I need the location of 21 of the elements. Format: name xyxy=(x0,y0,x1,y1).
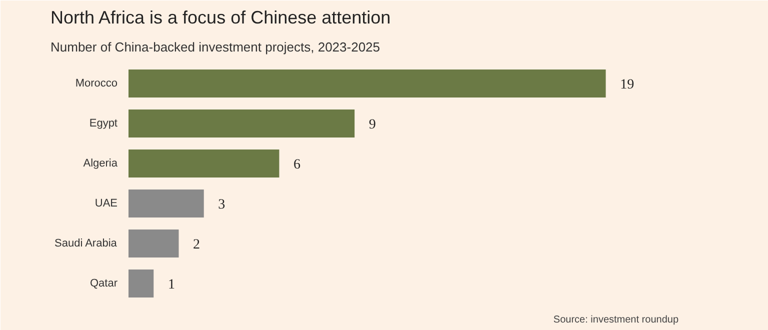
bar xyxy=(128,270,154,298)
data-label: 3 xyxy=(218,198,226,212)
source-note: Source: investment roundup xyxy=(553,314,679,326)
data-label: 1 xyxy=(168,278,175,292)
bar xyxy=(128,70,606,98)
data-label: 6 xyxy=(294,158,301,172)
y-tick-label: Egypt xyxy=(89,118,118,130)
chart-subtitle: Number of China-backed investment projects, 2023-2025 xyxy=(50,40,380,54)
y-tick-label: Algeria xyxy=(83,158,118,170)
data-label: 19 xyxy=(620,78,634,92)
y-tick-label: UAE xyxy=(94,198,118,210)
data-label: 9 xyxy=(368,118,376,132)
y-tick-label: Morocco xyxy=(75,78,118,90)
chart-title: North Africa is a focus of Chinese attention xyxy=(50,8,391,28)
bar xyxy=(128,230,179,258)
bar xyxy=(128,190,204,218)
data-label: 2 xyxy=(193,238,200,252)
y-tick-label: Saudi Arabia xyxy=(54,238,118,250)
bar xyxy=(128,150,280,178)
y-tick-label: Qatar xyxy=(90,278,118,290)
bar xyxy=(128,110,355,138)
